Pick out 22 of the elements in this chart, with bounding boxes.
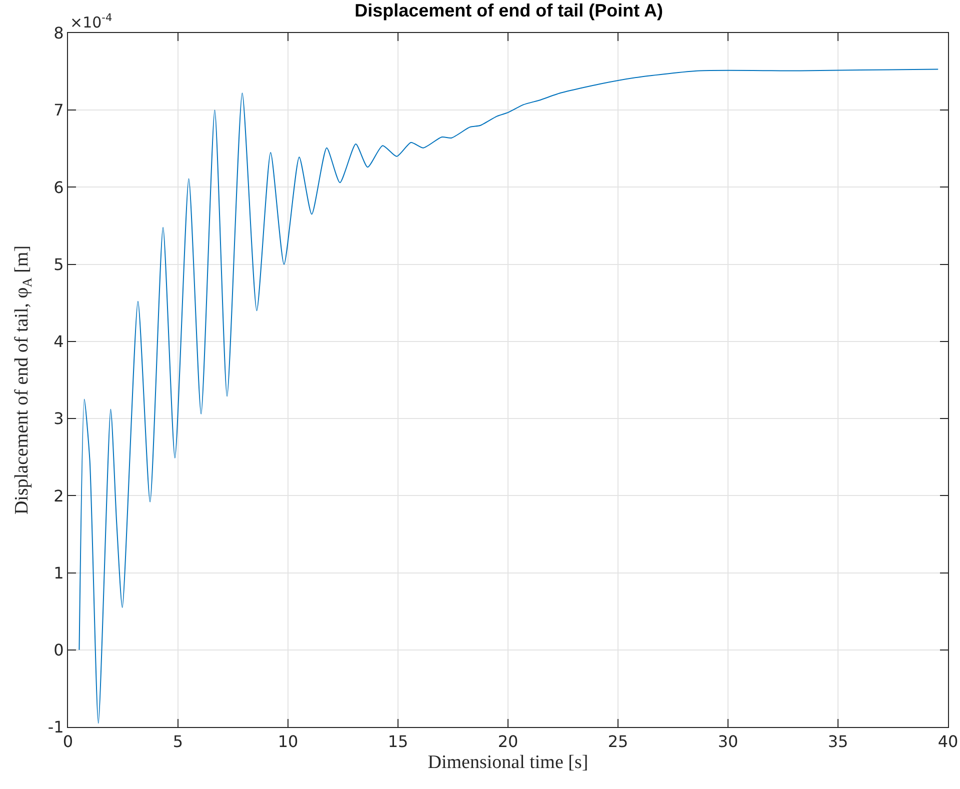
y-tick-label: 4	[54, 332, 64, 352]
y-tick-label: -1	[48, 718, 64, 737]
y-tick-label: 8	[54, 24, 64, 43]
x-tick-label: 25	[608, 732, 628, 752]
x-tick-label: 40	[938, 732, 958, 752]
y-tick-label: 0	[54, 640, 64, 660]
x-axis-title: Dimensional time [s]	[428, 752, 588, 773]
y-tick-label: 2	[54, 486, 64, 506]
x-tick-label: 5	[172, 732, 184, 752]
text: ×10$^{-4}$	[70, 12, 112, 32]
x-tick-label: 30	[718, 732, 738, 752]
y-tick-label: 1	[54, 563, 64, 582]
chart-title: Displacement of end of tail (Point A)	[354, 0, 663, 21]
x-tick-label: 15	[388, 732, 408, 752]
y-tick-label: 3	[54, 409, 64, 428]
y-tick-label: 5	[54, 254, 64, 274]
line-series	[78, 68, 939, 724]
x-tick-label: 35	[828, 732, 848, 752]
y-tick-label: 6	[54, 178, 64, 197]
y-tick-label: 7	[54, 100, 64, 120]
x-tick-label: 10	[278, 732, 298, 752]
x-tick-label: 20	[498, 732, 518, 752]
